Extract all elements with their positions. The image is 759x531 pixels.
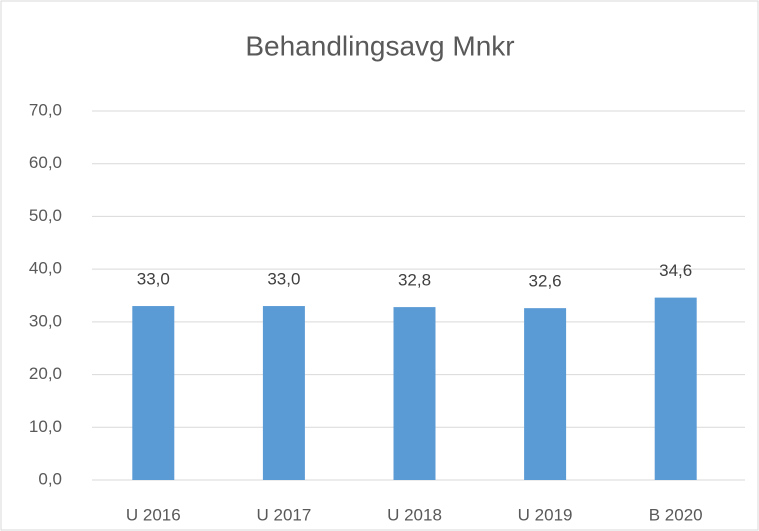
x-tick-label: U 2017	[256, 505, 311, 524]
bar	[262, 306, 305, 480]
y-tick-label: 50,0	[29, 206, 62, 225]
y-tick-label: 60,0	[29, 153, 62, 172]
bar	[393, 307, 436, 480]
bar	[524, 308, 567, 480]
x-tick-label: U 2018	[387, 505, 442, 524]
y-tick-label: 10,0	[29, 417, 62, 436]
chart-title: Behandlingsavg Mnkr	[245, 30, 514, 61]
value-label: 33,0	[267, 270, 300, 289]
bar	[654, 297, 697, 480]
x-tick-label: U 2016	[126, 505, 181, 524]
bar	[132, 306, 175, 480]
value-label: 34,6	[659, 261, 692, 280]
value-label: 32,6	[529, 272, 562, 291]
x-tick-label: B 2020	[649, 505, 703, 524]
value-label: 32,8	[398, 271, 431, 290]
y-tick-label: 20,0	[29, 364, 62, 383]
y-tick-label: 0,0	[38, 469, 62, 488]
y-tick-label: 70,0	[29, 100, 62, 119]
value-label: 33,0	[137, 270, 170, 289]
y-tick-label: 30,0	[29, 311, 62, 330]
x-tick-label: U 2019	[518, 505, 573, 524]
y-tick-label: 40,0	[29, 259, 62, 278]
